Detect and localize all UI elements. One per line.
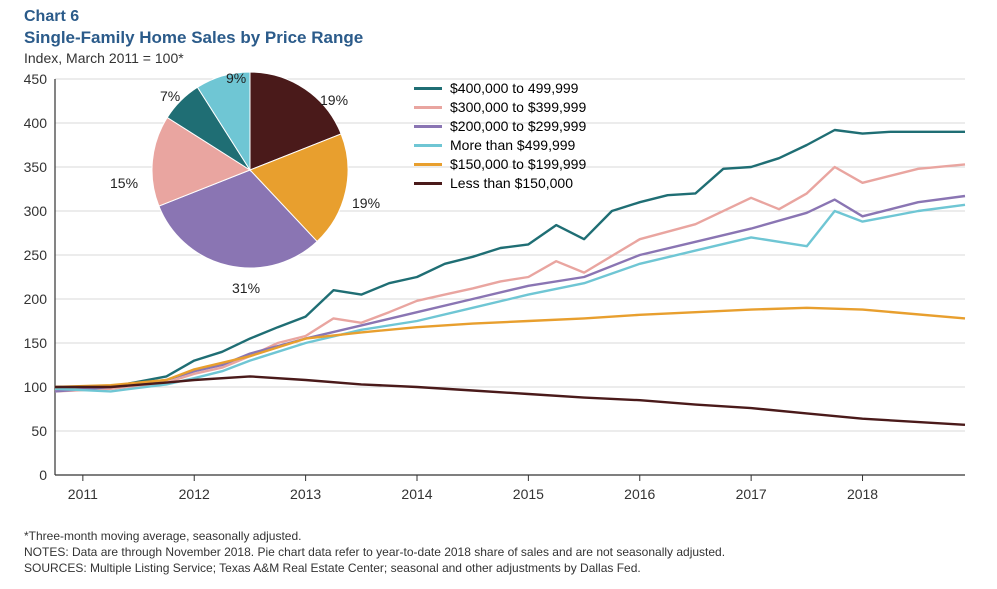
legend-item-lt_150: Less than $150,000	[414, 175, 586, 191]
legend-item-400_499: $400,000 to 499,999	[414, 80, 586, 96]
svg-text:50: 50	[31, 423, 47, 439]
legend-label: $200,000 to $299,999	[450, 118, 586, 134]
legend-swatch	[414, 182, 442, 185]
legend-swatch	[414, 125, 442, 128]
svg-text:2013: 2013	[290, 486, 321, 502]
chart-title: Single-Family Home Sales by Price Range	[24, 28, 363, 48]
svg-text:100: 100	[24, 379, 48, 395]
chart-container: Chart 6 Single-Family Home Sales by Pric…	[0, 0, 997, 589]
svg-text:2014: 2014	[401, 486, 432, 502]
svg-text:2015: 2015	[513, 486, 544, 502]
svg-text:150: 150	[24, 335, 48, 351]
series-lt_150	[55, 376, 965, 424]
svg-text:450: 450	[24, 71, 48, 87]
legend-swatch	[414, 163, 442, 166]
footnote-line: *Three-month moving average, seasonally …	[24, 528, 725, 544]
svg-text:0: 0	[39, 467, 47, 483]
svg-text:2017: 2017	[736, 486, 767, 502]
footnotes: *Three-month moving average, seasonally …	[24, 528, 725, 577]
svg-text:2011: 2011	[68, 486, 98, 502]
pie-label-300_399: 15%	[110, 175, 138, 191]
legend-label: $150,000 to $199,999	[450, 156, 586, 172]
legend-item-500_plus: More than $499,999	[414, 137, 586, 153]
svg-text:200: 200	[24, 291, 48, 307]
title-block: Chart 6 Single-Family Home Sales by Pric…	[24, 8, 363, 48]
legend-swatch	[414, 106, 442, 109]
pie-label-500_plus: 9%	[226, 70, 246, 86]
svg-text:2016: 2016	[624, 486, 655, 502]
svg-text:2018: 2018	[847, 486, 878, 502]
legend-item-300_399: $300,000 to $399,999	[414, 99, 586, 115]
svg-text:300: 300	[24, 203, 48, 219]
legend-label: Less than $150,000	[450, 175, 573, 191]
legend-label: $400,000 to 499,999	[450, 80, 578, 96]
legend-swatch	[414, 144, 442, 147]
chart-subtitle: Index, March 2011 = 100*	[24, 50, 184, 66]
pie-label-400_499: 7%	[160, 88, 180, 104]
svg-text:2012: 2012	[179, 486, 210, 502]
legend-label: $300,000 to $399,999	[450, 99, 586, 115]
legend-label: More than $499,999	[450, 137, 575, 153]
svg-text:250: 250	[24, 247, 48, 263]
legend-item-150_199: $150,000 to $199,999	[414, 156, 586, 172]
pie-label-150_199: 19%	[352, 195, 380, 211]
pie-chart	[152, 72, 348, 268]
pie-label-lt_150: 19%	[320, 92, 348, 108]
footnote-line: SOURCES: Multiple Listing Service; Texas…	[24, 560, 725, 576]
legend-item-200_299: $200,000 to $299,999	[414, 118, 586, 134]
legend-swatch	[414, 87, 442, 90]
chart-number: Chart 6	[24, 8, 363, 26]
pie-label-200_299: 31%	[232, 280, 260, 296]
svg-text:400: 400	[24, 115, 48, 131]
legend: $400,000 to 499,999 $300,000 to $399,999 $…	[414, 80, 586, 194]
footnote-line: NOTES: Data are through November 2018. P…	[24, 544, 725, 560]
svg-text:350: 350	[24, 159, 48, 175]
